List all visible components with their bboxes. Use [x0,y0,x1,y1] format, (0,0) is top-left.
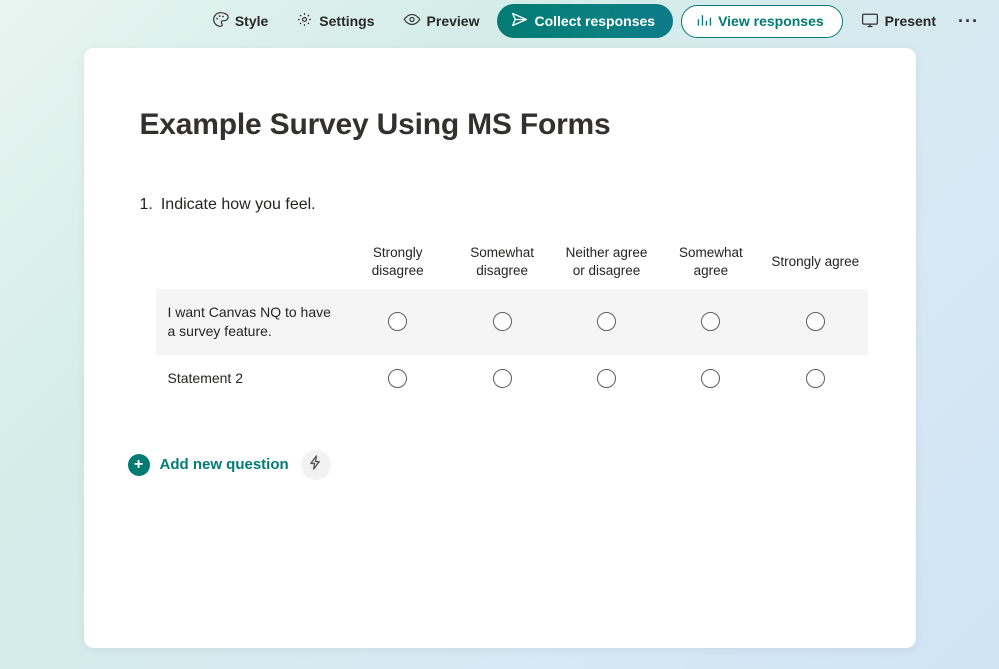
view-label: View responses [718,13,824,29]
scale-label[interactable]: Strongly agree [763,253,867,271]
eye-icon [403,11,421,31]
likert-radio[interactable] [597,369,616,388]
likert-radio[interactable] [597,312,616,331]
likert-radio[interactable] [493,369,512,388]
preview-button[interactable]: Preview [393,5,490,37]
chart-icon [696,12,712,31]
question-header[interactable]: 1. Indicate how you feel. [140,196,860,214]
scale-label[interactable]: Somewhat agree [659,244,763,279]
send-icon [511,11,528,31]
settings-label: Settings [319,13,374,29]
add-question-button[interactable]: + Add new question [128,454,289,476]
collect-responses-button[interactable]: Collect responses [497,4,673,38]
scale-label[interactable]: Neither agree or disagree [554,244,658,279]
question-text: Indicate how you feel. [161,196,316,214]
survey-title[interactable]: Example Survey Using MS Forms [140,108,860,142]
add-question-row: + Add new question [128,450,860,480]
gear-icon [296,11,313,31]
style-button[interactable]: Style [202,5,278,37]
quick-suggest-button[interactable] [301,450,331,480]
scale-label[interactable]: Strongly disagree [346,244,450,279]
lightning-icon [308,455,323,475]
more-button[interactable]: ··· [954,7,983,36]
likert-radio[interactable] [701,369,720,388]
collect-label: Collect responses [534,13,655,29]
likert-row: I want Canvas NQ to have a survey featur… [156,289,868,355]
more-icon: ··· [958,11,979,31]
likert-grid: Strongly disagree Somewhat disagree Neit… [156,244,868,402]
palette-icon [212,11,229,31]
likert-radio[interactable] [388,312,407,331]
screen-icon [861,12,879,31]
likert-radio[interactable] [701,312,720,331]
likert-radio[interactable] [806,312,825,331]
likert-radio[interactable] [806,369,825,388]
likert-radio[interactable] [388,369,407,388]
likert-row: Statement 2 [156,355,868,402]
scale-label[interactable]: Somewhat disagree [450,244,554,279]
plus-icon: + [128,454,150,476]
likert-header-row: Strongly disagree Somewhat disagree Neit… [156,244,868,289]
top-toolbar: Style Settings Preview Collect responses [0,0,999,48]
question-number: 1. [140,196,153,214]
preview-label: Preview [427,13,480,29]
likert-radio[interactable] [493,312,512,331]
form-card: Example Survey Using MS Forms 1. Indicat… [84,48,916,648]
statement-label[interactable]: Statement 2 [156,369,346,388]
statement-label[interactable]: I want Canvas NQ to have a survey featur… [156,303,346,341]
view-responses-button[interactable]: View responses [681,5,843,38]
present-button[interactable]: Present [851,6,946,37]
style-label: Style [235,13,268,29]
settings-button[interactable]: Settings [286,5,384,37]
add-question-label: Add new question [160,456,289,473]
present-label: Present [885,13,936,29]
